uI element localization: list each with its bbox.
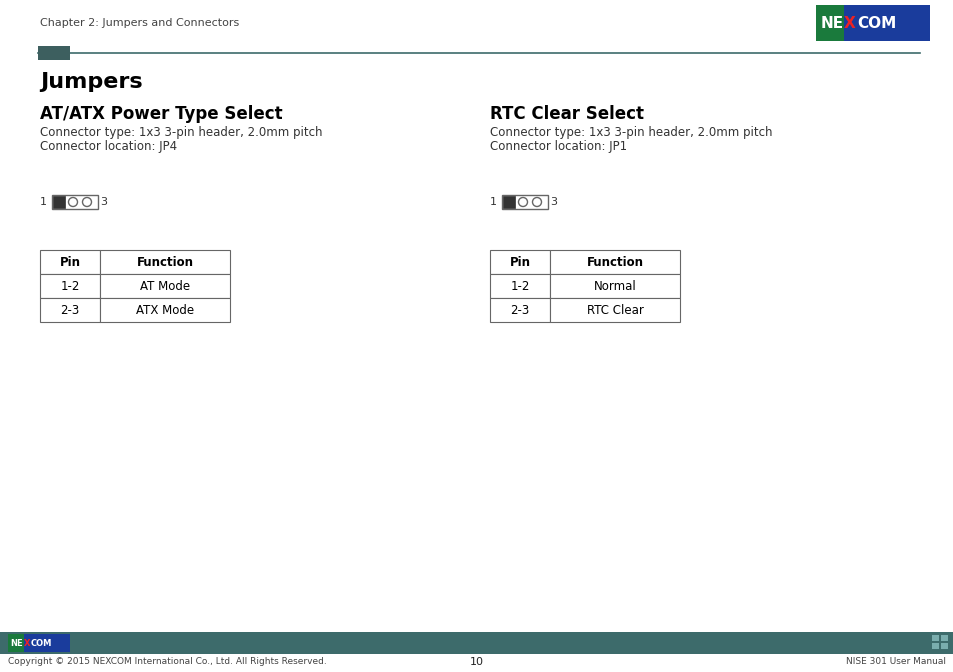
Bar xyxy=(940,643,947,649)
Text: Connector type: 1x3 3-pin header, 2.0mm pitch: Connector type: 1x3 3-pin header, 2.0mm … xyxy=(40,126,322,139)
Bar xyxy=(815,5,843,41)
Text: 1-2: 1-2 xyxy=(60,280,80,292)
Bar xyxy=(100,250,230,274)
Bar xyxy=(38,46,70,60)
Bar xyxy=(931,643,938,649)
Bar xyxy=(24,634,70,652)
Text: 1-2: 1-2 xyxy=(510,280,529,292)
Text: Pin: Pin xyxy=(509,255,530,269)
Text: Normal: Normal xyxy=(593,280,636,292)
Bar xyxy=(40,298,100,322)
Text: Function: Function xyxy=(586,255,643,269)
Text: Chapter 2: Jumpers and Connectors: Chapter 2: Jumpers and Connectors xyxy=(40,18,239,28)
Bar xyxy=(40,250,100,274)
Text: 10: 10 xyxy=(470,657,483,667)
Bar xyxy=(53,196,65,208)
Circle shape xyxy=(518,198,527,206)
Text: 1: 1 xyxy=(490,197,497,207)
Text: ATX Mode: ATX Mode xyxy=(135,304,193,317)
Bar xyxy=(940,635,947,641)
Text: COM: COM xyxy=(30,638,52,648)
Text: COM: COM xyxy=(856,15,895,30)
Bar xyxy=(100,274,230,298)
Bar xyxy=(40,274,100,298)
Bar xyxy=(502,196,515,208)
Bar xyxy=(490,298,550,322)
Bar xyxy=(550,250,679,274)
Text: Connector location: JP1: Connector location: JP1 xyxy=(490,140,626,153)
Circle shape xyxy=(82,198,91,206)
Text: NE: NE xyxy=(10,638,23,648)
Text: Jumpers: Jumpers xyxy=(40,72,143,92)
Text: 2-3: 2-3 xyxy=(510,304,529,317)
Bar xyxy=(550,298,679,322)
Bar xyxy=(501,195,547,209)
Text: Connector location: JP4: Connector location: JP4 xyxy=(40,140,177,153)
Text: RTC Clear: RTC Clear xyxy=(586,304,642,317)
Text: X: X xyxy=(24,638,30,648)
Bar xyxy=(550,274,679,298)
Text: 3: 3 xyxy=(100,197,107,207)
Circle shape xyxy=(69,198,77,206)
Bar xyxy=(931,635,938,641)
Bar xyxy=(843,5,929,41)
Text: NISE 301 User Manual: NISE 301 User Manual xyxy=(845,657,945,666)
Text: Pin: Pin xyxy=(59,255,80,269)
Text: 1: 1 xyxy=(40,197,47,207)
Text: X: X xyxy=(843,15,855,30)
Text: Function: Function xyxy=(136,255,193,269)
Text: AT Mode: AT Mode xyxy=(140,280,190,292)
Bar xyxy=(100,298,230,322)
Text: 2-3: 2-3 xyxy=(60,304,79,317)
Text: RTC Clear Select: RTC Clear Select xyxy=(490,105,643,123)
Bar xyxy=(0,632,953,654)
Bar xyxy=(490,250,550,274)
Circle shape xyxy=(532,198,541,206)
Bar xyxy=(52,195,98,209)
Text: NE: NE xyxy=(821,15,843,30)
Text: Copyright © 2015 NEXCOM International Co., Ltd. All Rights Reserved.: Copyright © 2015 NEXCOM International Co… xyxy=(8,657,327,666)
Bar xyxy=(490,274,550,298)
Bar xyxy=(8,634,24,652)
Text: Connector type: 1x3 3-pin header, 2.0mm pitch: Connector type: 1x3 3-pin header, 2.0mm … xyxy=(490,126,772,139)
Text: 3: 3 xyxy=(550,197,557,207)
Text: AT/ATX Power Type Select: AT/ATX Power Type Select xyxy=(40,105,282,123)
